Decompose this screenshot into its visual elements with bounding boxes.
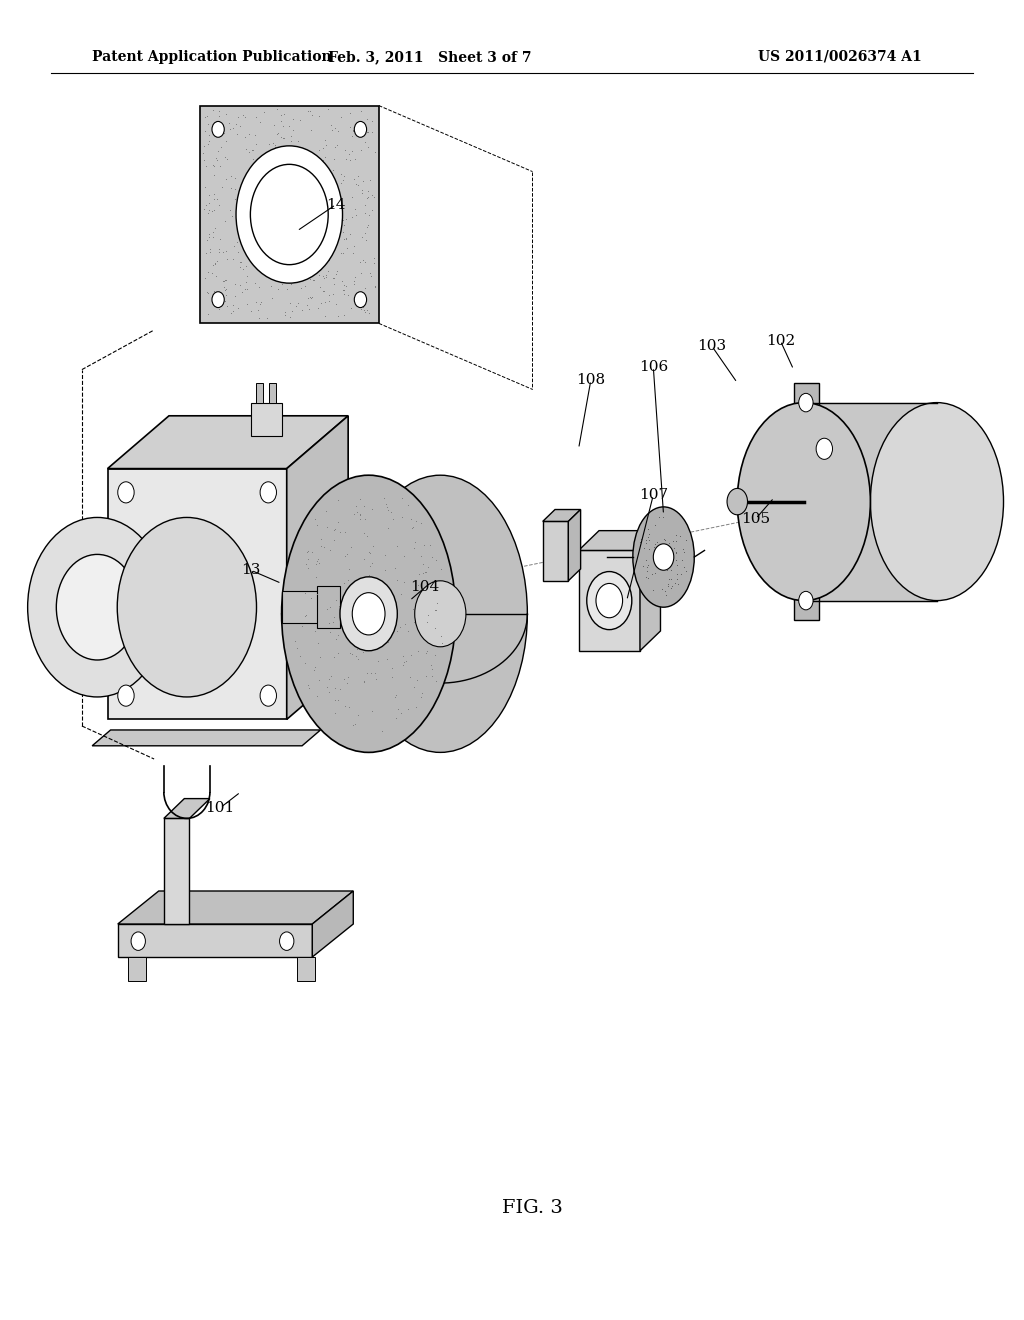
Polygon shape (640, 531, 660, 651)
Ellipse shape (282, 475, 456, 752)
Polygon shape (287, 416, 348, 719)
Text: 108: 108 (577, 374, 605, 387)
Bar (128, 957, 146, 981)
Bar (256, 383, 263, 403)
Circle shape (250, 164, 328, 264)
Polygon shape (543, 510, 581, 521)
Bar (282, 591, 323, 623)
Circle shape (236, 145, 342, 284)
Circle shape (131, 932, 145, 950)
Circle shape (212, 292, 224, 308)
Text: Patent Application Publication: Patent Application Publication (92, 50, 332, 63)
Ellipse shape (353, 475, 527, 752)
Text: 106: 106 (639, 360, 668, 374)
Bar (317, 586, 340, 628)
Polygon shape (312, 891, 353, 957)
Bar (269, 383, 276, 403)
Circle shape (260, 685, 276, 706)
Circle shape (280, 932, 294, 950)
Circle shape (587, 572, 632, 630)
Circle shape (596, 583, 623, 618)
Bar (297, 957, 315, 981)
Circle shape (56, 554, 138, 660)
Circle shape (799, 393, 813, 412)
Text: FIG. 3: FIG. 3 (502, 1199, 563, 1217)
Circle shape (816, 438, 833, 459)
Text: 14: 14 (326, 198, 346, 211)
Text: 102: 102 (766, 334, 795, 347)
Circle shape (653, 544, 674, 570)
Polygon shape (108, 416, 348, 469)
Text: 103: 103 (697, 339, 726, 352)
Text: Feb. 3, 2011   Sheet 3 of 7: Feb. 3, 2011 Sheet 3 of 7 (329, 50, 531, 63)
Text: 104: 104 (411, 581, 439, 594)
Bar (108, 469, 287, 719)
Polygon shape (579, 531, 660, 550)
Circle shape (799, 591, 813, 610)
Ellipse shape (737, 403, 870, 601)
Text: 101: 101 (206, 801, 234, 814)
Text: 105: 105 (741, 512, 770, 525)
Polygon shape (118, 891, 353, 924)
Circle shape (354, 292, 367, 308)
Circle shape (727, 488, 748, 515)
Ellipse shape (870, 403, 1004, 601)
Text: 107: 107 (639, 488, 668, 502)
Text: US 2011/0026374 A1: US 2011/0026374 A1 (758, 50, 922, 63)
Polygon shape (164, 799, 210, 818)
Bar (251, 403, 282, 436)
Circle shape (212, 121, 224, 137)
Bar (118, 924, 312, 957)
Bar (543, 521, 568, 581)
Bar (164, 818, 189, 924)
Bar (200, 106, 379, 323)
Circle shape (352, 593, 385, 635)
Polygon shape (92, 730, 321, 746)
Circle shape (117, 517, 256, 697)
Bar (579, 550, 640, 651)
Ellipse shape (633, 507, 694, 607)
Circle shape (118, 482, 134, 503)
Text: 13: 13 (242, 564, 260, 577)
Polygon shape (794, 383, 819, 620)
Circle shape (118, 685, 134, 706)
Polygon shape (568, 510, 581, 581)
Circle shape (340, 577, 397, 651)
Circle shape (415, 581, 466, 647)
Circle shape (260, 482, 276, 503)
Circle shape (354, 121, 367, 137)
Circle shape (28, 517, 167, 697)
